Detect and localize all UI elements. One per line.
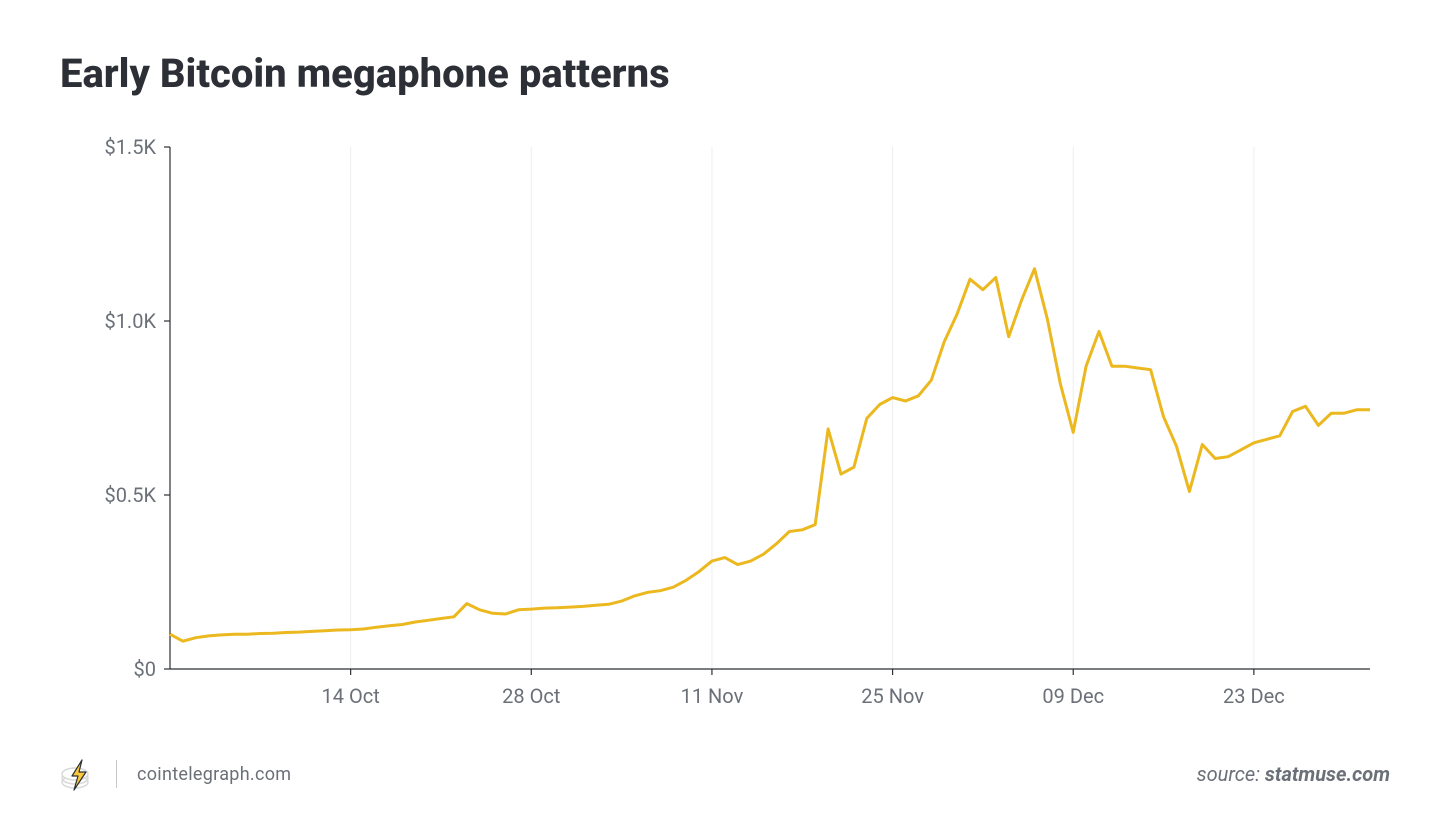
svg-text:$0: $0 <box>134 657 156 681</box>
svg-text:09 Dec: 09 Dec <box>1042 684 1104 708</box>
line-chart: $0 $0.5K $1.0K $1.5K 14 Oct 28 Oct 11 Nov 25 No… <box>60 127 1390 724</box>
chart-area: $0 $0.5K $1.0K $1.5K 14 Oct 28 Oct 11 Nov 25 No… <box>60 127 1390 724</box>
footer-left: cointelegraph.com <box>60 756 291 792</box>
svg-text:23 Dec: 23 Dec <box>1223 684 1285 708</box>
source-name: statmuse.com <box>1265 762 1390 786</box>
svg-text:14 Oct: 14 Oct <box>322 684 380 708</box>
site-label: cointelegraph.com <box>137 764 291 785</box>
cointelegraph-logo-icon <box>60 756 96 792</box>
chart-card: Early Bitcoin megaphone patterns $0 $0.5K… <box>0 0 1450 834</box>
svg-text:$1.0K: $1.0K <box>104 309 156 333</box>
footer: cointelegraph.com source: statmuse.com <box>60 754 1390 794</box>
svg-text:$1.5K: $1.5K <box>104 135 156 159</box>
chart-title: Early Bitcoin megaphone patterns <box>60 50 1390 97</box>
source-label: source: statmuse.com <box>1197 762 1390 786</box>
source-prefix: source: <box>1197 762 1265 786</box>
svg-text:28 Oct: 28 Oct <box>502 684 560 708</box>
footer-divider <box>116 760 117 788</box>
svg-text:25 Nov: 25 Nov <box>861 684 924 708</box>
svg-text:11 Nov: 11 Nov <box>681 684 744 708</box>
svg-text:$0.5K: $0.5K <box>104 483 156 507</box>
